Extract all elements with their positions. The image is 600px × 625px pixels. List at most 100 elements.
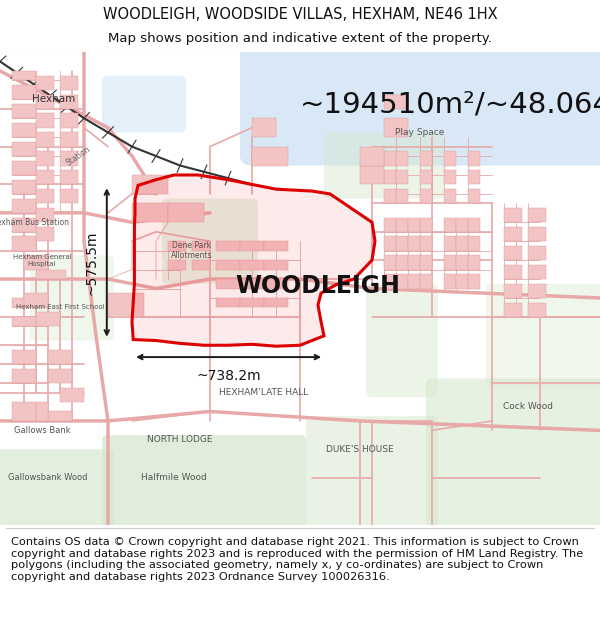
Bar xyxy=(384,189,396,203)
Bar xyxy=(504,246,522,260)
Bar xyxy=(456,274,468,289)
Bar xyxy=(396,217,408,232)
Bar xyxy=(12,402,36,421)
Bar xyxy=(168,241,186,251)
FancyBboxPatch shape xyxy=(324,132,444,199)
Text: Hexham: Hexham xyxy=(32,94,76,104)
Text: NORTH LODGE: NORTH LODGE xyxy=(147,436,213,444)
Bar xyxy=(396,170,408,184)
Bar xyxy=(60,94,78,109)
Bar xyxy=(132,175,168,194)
Bar xyxy=(408,236,420,251)
Text: ~194510m²/~48.064ac.: ~194510m²/~48.064ac. xyxy=(300,90,600,118)
Text: WOODLEIGH: WOODLEIGH xyxy=(236,274,400,298)
Bar xyxy=(504,227,522,241)
Bar xyxy=(12,298,36,308)
Bar xyxy=(132,203,168,222)
Bar xyxy=(108,293,144,317)
Bar xyxy=(456,217,468,232)
Bar xyxy=(456,256,468,269)
Bar xyxy=(408,256,420,269)
Bar xyxy=(36,208,54,222)
Bar xyxy=(12,236,36,251)
Bar xyxy=(12,350,36,364)
Text: Dene Park
Allotments: Dene Park Allotments xyxy=(171,241,213,261)
Text: Halfmile Wood: Halfmile Wood xyxy=(141,473,207,482)
Bar xyxy=(504,302,522,317)
Text: Hexham East First School: Hexham East First School xyxy=(16,304,104,311)
FancyBboxPatch shape xyxy=(306,416,438,530)
FancyBboxPatch shape xyxy=(366,284,438,398)
Bar xyxy=(384,256,396,269)
Bar xyxy=(408,217,420,232)
Bar xyxy=(252,118,276,137)
Polygon shape xyxy=(132,175,375,346)
Bar xyxy=(396,236,408,251)
Bar xyxy=(240,279,264,289)
Text: Station: Station xyxy=(64,144,92,168)
Bar xyxy=(48,411,72,421)
Bar xyxy=(192,260,210,269)
Bar xyxy=(420,217,432,232)
Bar xyxy=(360,166,384,184)
Bar xyxy=(360,147,384,166)
Bar xyxy=(36,269,66,279)
Bar xyxy=(468,217,480,232)
Text: Hexham Bus Station: Hexham Bus Station xyxy=(0,217,69,227)
Bar xyxy=(192,241,210,251)
Bar xyxy=(528,246,546,260)
Bar xyxy=(168,260,186,269)
Bar xyxy=(24,256,48,269)
FancyBboxPatch shape xyxy=(486,284,600,388)
Bar xyxy=(60,170,78,184)
FancyBboxPatch shape xyxy=(426,378,600,530)
Text: ~575.5m: ~575.5m xyxy=(85,230,99,295)
Bar xyxy=(12,123,36,137)
Bar xyxy=(12,85,36,99)
Bar xyxy=(60,151,78,166)
Bar xyxy=(456,236,468,251)
FancyBboxPatch shape xyxy=(240,42,600,166)
FancyBboxPatch shape xyxy=(0,449,114,530)
FancyBboxPatch shape xyxy=(102,435,306,530)
Bar xyxy=(36,94,54,109)
Bar xyxy=(408,274,420,289)
Bar xyxy=(468,151,480,166)
Bar xyxy=(420,256,432,269)
Bar xyxy=(12,142,36,156)
Bar xyxy=(36,76,54,90)
Bar xyxy=(528,208,546,222)
FancyBboxPatch shape xyxy=(162,199,258,284)
Bar xyxy=(384,217,396,232)
Bar xyxy=(384,94,408,109)
Bar xyxy=(36,312,60,326)
Bar xyxy=(12,104,36,118)
Bar xyxy=(396,274,408,289)
Text: ~738.2m: ~738.2m xyxy=(196,369,261,383)
Bar xyxy=(420,236,432,251)
Bar xyxy=(444,151,456,166)
Bar xyxy=(444,217,456,232)
Bar xyxy=(12,71,36,81)
Bar xyxy=(468,236,480,251)
Bar xyxy=(12,369,36,383)
Text: Hexham General
Hospital: Hexham General Hospital xyxy=(13,254,71,267)
Bar xyxy=(36,227,54,241)
Bar xyxy=(528,227,546,241)
Bar xyxy=(36,151,54,166)
Bar xyxy=(396,151,408,166)
Text: Gallows Bank: Gallows Bank xyxy=(14,426,70,435)
Bar xyxy=(60,132,78,147)
Bar xyxy=(444,189,456,203)
Bar xyxy=(12,161,36,175)
Bar xyxy=(396,256,408,269)
Text: HEXHAM’LATE HALL: HEXHAM’LATE HALL xyxy=(220,388,308,397)
Bar xyxy=(216,260,240,269)
Bar xyxy=(216,241,240,251)
Bar xyxy=(240,298,264,308)
Bar xyxy=(48,350,72,364)
Bar xyxy=(24,293,48,308)
Bar xyxy=(384,151,396,166)
Bar xyxy=(12,180,36,194)
Bar xyxy=(504,208,522,222)
